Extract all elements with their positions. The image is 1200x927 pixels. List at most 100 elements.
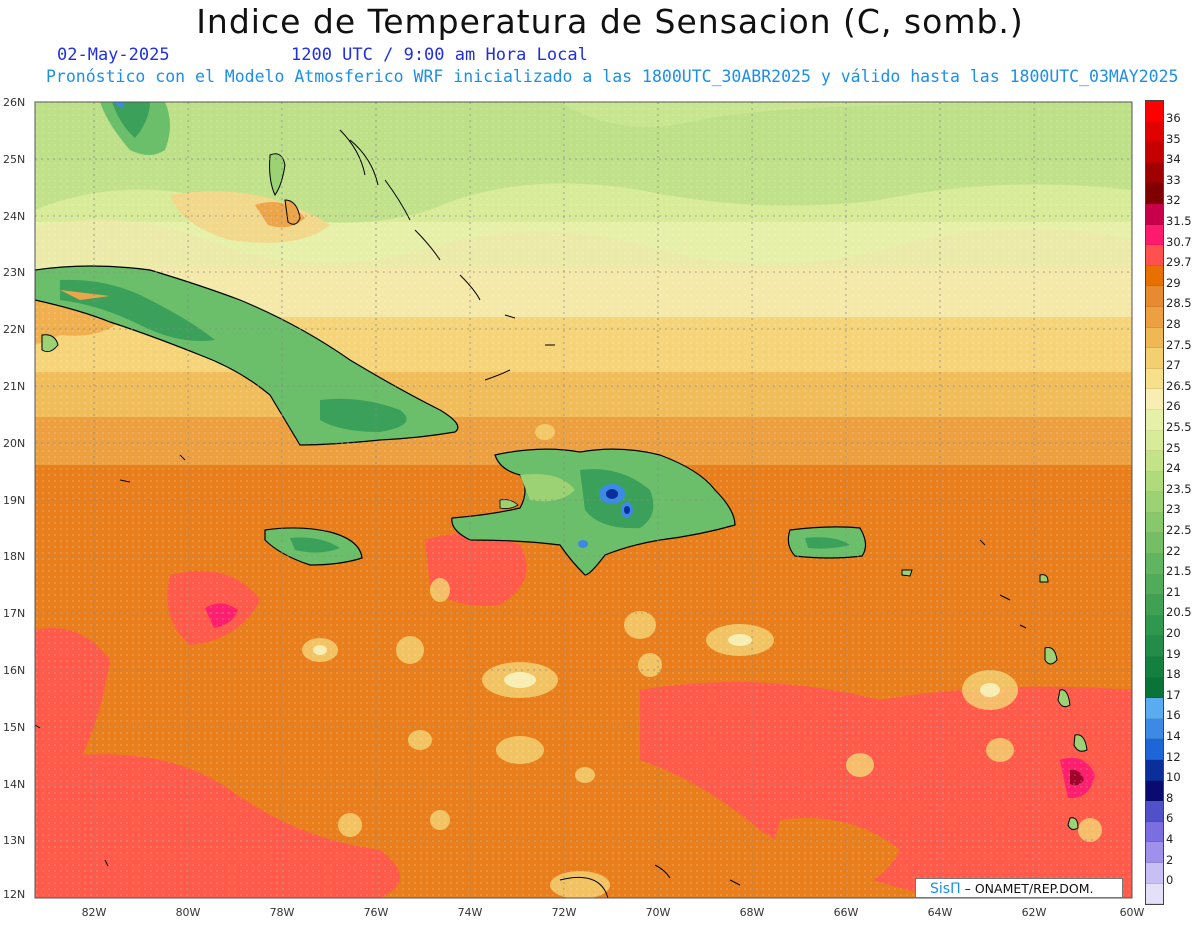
colorbar-swatch [1146, 162, 1163, 184]
heat-index-field [35, 102, 1132, 898]
colorbar-swatch [1146, 471, 1163, 493]
colorbar-swatch [1146, 306, 1163, 328]
lon-label: 62W [1021, 906, 1047, 919]
colorbar-label: 4 [1166, 832, 1174, 846]
lon-label: 64W [927, 906, 953, 919]
lat-label: 18N [3, 550, 26, 563]
colorbar-swatch [1146, 183, 1163, 204]
colorbar-label: 20.5 [1166, 605, 1192, 620]
colorbar-label: 16 [1166, 708, 1181, 723]
colorbar-swatch [1146, 265, 1163, 287]
colorbar-label: 28.5 [1166, 296, 1192, 311]
colorbar-swatch [1146, 512, 1163, 534]
colorbar-swatch [1146, 595, 1163, 616]
colorbar-label: 17 [1166, 687, 1181, 702]
colorbar-label: 22.5 [1166, 523, 1192, 537]
colorbar-label: 27 [1166, 358, 1181, 373]
colorbar-label: 20 [1166, 626, 1181, 640]
lat-label: 15N [3, 721, 26, 734]
lat-label: 23N [3, 266, 26, 279]
colorbar-swatch [1146, 368, 1163, 390]
lat-label: 14N [3, 778, 26, 791]
lon-label: 68W [739, 906, 765, 919]
credit-dash: – [964, 881, 975, 896]
colorbar-label: 26 [1166, 399, 1181, 414]
colorbar-label: 33 [1166, 172, 1181, 187]
lat-label: 17N [3, 607, 26, 620]
colorbar-swatch [1146, 780, 1163, 802]
colorbar-label: 30.7 [1166, 234, 1192, 249]
colorbar-swatch [1146, 554, 1163, 575]
colorbar-swatch [1146, 615, 1163, 637]
colorbar-label: 21.5 [1166, 564, 1192, 579]
colorbar-label: 6 [1166, 811, 1174, 826]
colorbar-swatch [1146, 862, 1163, 884]
colorbar-label: 10 [1166, 770, 1181, 785]
lon-label: 70W [645, 906, 671, 919]
colorbar-label: 18 [1166, 667, 1181, 682]
colorbar-swatch [1146, 883, 1163, 905]
colorbar-swatch [1146, 842, 1163, 863]
colorbar-swatch [1146, 718, 1163, 740]
colorbar-swatch [1146, 121, 1163, 143]
colorbar-swatch [1146, 492, 1163, 513]
colorbar-swatch [1146, 636, 1163, 658]
colorbar-label: 26.5 [1166, 378, 1192, 393]
colorbar-swatch [1146, 101, 1163, 122]
valid-time: 1200 UTC / 9:00 am Hora Local [291, 45, 588, 65]
colorbar-swatch [1146, 760, 1163, 781]
lon-label: 66W [833, 906, 859, 919]
colorbar-label: 0 [1166, 873, 1174, 888]
lat-label: 22N [3, 323, 26, 336]
colorbar-label: 23 [1166, 502, 1181, 517]
colorbar-label: 29 [1166, 275, 1181, 290]
map-title: Indice de Temperatura de Sensacion (C, s… [196, 2, 1024, 41]
lon-label: 60W [1119, 906, 1145, 919]
colorbar-label: 19 [1166, 646, 1181, 661]
lat-label: 16N [3, 664, 26, 677]
lat-label: 20N [3, 437, 26, 450]
lat-label: 12N [3, 888, 26, 901]
colorbar-label: 35 [1166, 131, 1181, 146]
sispi-logo: SisΠ [930, 881, 961, 897]
graticule [35, 102, 1132, 898]
colorbar-swatch [1146, 801, 1163, 822]
colorbar-label: 24 [1166, 461, 1181, 476]
lon-label: 72W [551, 906, 577, 919]
lon-label: 76W [363, 906, 389, 919]
colorbar-swatch [1146, 327, 1163, 349]
colorbar-label: 31.5 [1166, 214, 1192, 228]
credit-box: SisΠ – ONAMET/REP.DOM. [915, 878, 1123, 898]
lat-label: 26N [3, 96, 26, 109]
colorbar-swatch [1146, 203, 1163, 225]
colorbar-label: 23.5 [1166, 481, 1192, 496]
colorbar-label: 22 [1166, 543, 1181, 558]
valid-date: 02-May-2025 [57, 45, 170, 65]
colorbar-label: 36 [1166, 111, 1181, 125]
colorbar-swatch [1146, 286, 1163, 307]
colorbar-label: 29.7 [1166, 255, 1192, 270]
colorbar-label: 25 [1166, 440, 1181, 455]
colorbar-swatch [1146, 821, 1163, 843]
colorbar-label: 32 [1166, 193, 1181, 208]
colorbar-swatch [1146, 657, 1163, 678]
colorbar-label: 28 [1166, 317, 1181, 331]
lat-label: 25N [3, 153, 26, 166]
colorbar-swatch [1146, 574, 1163, 596]
colorbar-swatch [1146, 142, 1163, 163]
colorbar-swatch [1146, 389, 1163, 410]
colorbar-label: 27.5 [1166, 337, 1192, 352]
colorbar-swatch [1146, 348, 1163, 369]
colorbar-label: 12 [1166, 749, 1181, 764]
colorbar-swatch [1146, 698, 1163, 719]
lon-label: 82W [81, 906, 107, 919]
colorbar-label: 25.5 [1166, 420, 1192, 434]
colorbar-label: 14 [1166, 729, 1181, 743]
map-frame [34, 101, 1133, 899]
colorbar [1145, 100, 1164, 906]
colorbar-swatch [1146, 533, 1163, 555]
colorbar-swatch [1146, 430, 1163, 452]
colorbar-label: 34 [1166, 152, 1181, 167]
lat-label: 24N [3, 210, 26, 223]
